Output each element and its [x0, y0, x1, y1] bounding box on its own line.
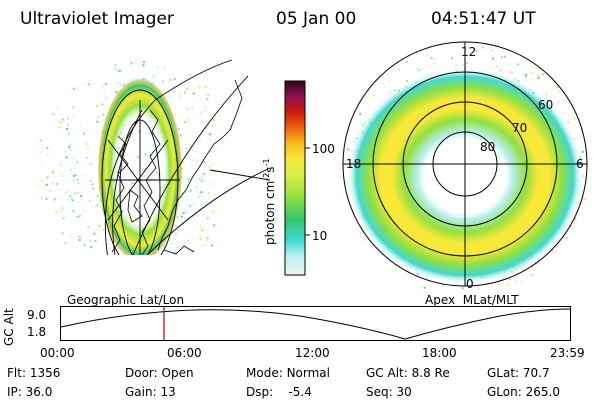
mlat-label-70: 70 — [512, 121, 528, 135]
mlt-label-0: 0 — [466, 277, 474, 291]
mlat-label-60: 60 — [538, 98, 554, 112]
geo-caption: Geographic Lat/Lon — [67, 293, 185, 307]
status-gain: Gain: 13 — [125, 385, 176, 399]
geographic-auroral-image — [37, 59, 270, 255]
colorbar — [284, 80, 310, 276]
altitude-ytick-9: 9.0 — [27, 308, 47, 322]
status-ip: IP: 36.0 — [7, 385, 53, 399]
status-gc-alt: GC Alt: 8.8 Re — [366, 366, 450, 380]
colorbar-tick-100: 100 — [312, 142, 335, 156]
status-glat: GLat: 70.7 — [487, 366, 550, 380]
apex-polar-plot — [342, 41, 588, 290]
image-date: 05 Jan 00 — [276, 9, 357, 29]
apex-caption: Apex MLat/MLT — [425, 293, 519, 307]
time-tick-2359: 23:59 — [550, 346, 585, 360]
time-tick-0600: 06:00 — [167, 346, 202, 360]
polar-grid — [342, 41, 588, 287]
geo-grid — [101, 59, 270, 255]
coastlines — [111, 79, 243, 255]
status-seq: Seq: 30 — [366, 385, 412, 399]
image-time: 04:51:47 UT — [431, 9, 536, 29]
mlt-label-18: 18 — [346, 157, 362, 171]
altitude-curve — [60, 308, 571, 340]
colorbar-label: photon cm-2s-1 — [262, 158, 277, 245]
status-dsp: Dsp: -5.4 — [246, 385, 312, 399]
altitude-ylabel: GC Alt — [2, 308, 16, 346]
app-title: Ultraviolet Imager — [20, 9, 174, 29]
status-door: Door: Open — [125, 366, 194, 380]
mlat-label-80: 80 — [480, 140, 496, 154]
status-mode: Mode: Normal — [246, 366, 330, 380]
mlt-label-12: 12 — [461, 45, 477, 59]
time-tick-0000: 00:00 — [40, 346, 75, 360]
colorbar-tick-10: 10 — [312, 229, 328, 243]
mlt-label-6: 6 — [576, 157, 584, 171]
altitude-ytick-1-8: 1.8 — [27, 325, 47, 339]
status-glon: GLon: 265.0 — [487, 385, 560, 399]
status-flt: Flt: 1356 — [7, 366, 61, 380]
time-tick-1800: 18:00 — [422, 346, 457, 360]
time-tick-1200: 12:00 — [295, 346, 330, 360]
altitude-timeline — [60, 306, 571, 341]
